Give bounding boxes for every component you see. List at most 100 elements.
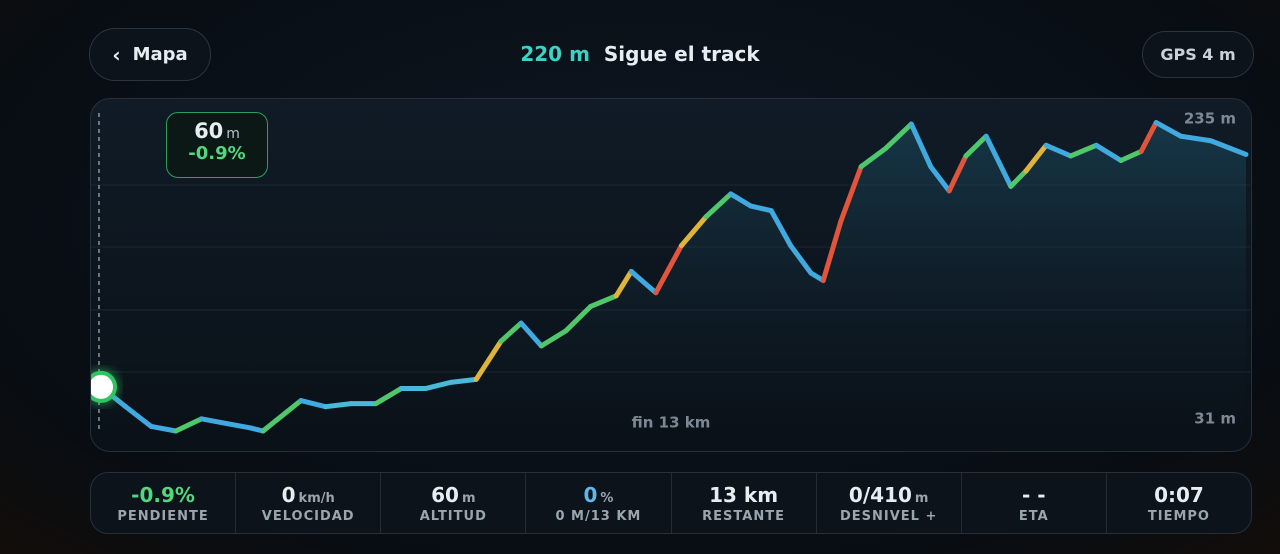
track-segment [373,385,404,407]
track-segment [1068,142,1099,159]
stat-value: -0.9% [131,482,195,507]
track-segment [323,401,354,410]
stat-unit: m [914,490,929,506]
stat: -0.9% PENDIENTE [91,473,235,533]
track-segment [728,191,754,209]
track-segment [148,423,179,434]
chevron: ‹ [112,42,121,67]
track-segment [123,404,154,429]
stat-value: 0 [583,482,598,507]
header: 220 m Sigue el track [0,42,1280,66]
track-segment [768,208,794,249]
track-segment [423,379,454,391]
stat-value: 13 km [709,482,779,507]
stat-value-row: 13 km [709,483,778,507]
track-segment [983,133,1014,189]
stat-label: ALTITUD [419,508,487,524]
stat: 0% 0 M/13 KM [525,473,670,533]
title: Sigue el track [603,42,760,66]
stats-bar: -0.9% PENDIENTE 0 km/h VELOCIDAD 60 m ALTITUD 0%… [90,472,1252,534]
track-segment [1093,142,1124,164]
stat-label: ETA [1018,508,1049,524]
track-segment [678,214,709,249]
cursor-dot [91,370,117,403]
track-segment [563,303,594,334]
cursor-altitude: 60 [194,119,224,143]
track-segment [223,420,254,431]
track-segment [788,243,814,276]
stat-value: - - [1022,482,1046,507]
track-segment [1043,142,1074,159]
track-segment [946,153,969,194]
track-segment [628,268,659,296]
distance: 220 [520,42,563,66]
track-segment [653,243,684,296]
stat: 60 m ALTITUD [380,473,525,533]
track-segment [1118,148,1144,164]
stat-label: VELOCIDAD [261,508,355,524]
stat-value: 0:07 [1154,482,1204,507]
stat: 13 km RESTANTE [670,473,816,533]
stat: 0/410 m DESNIVEL + [815,473,961,533]
track-segment [748,203,774,214]
y-tick-label: 31 m [1194,410,1236,428]
cursor-tooltip: 60 m -0.9% [166,112,268,178]
track-segment [473,338,504,382]
track-segment [1138,120,1159,154]
stat: - - ETA [960,473,1106,533]
track-segment [1208,138,1249,157]
back-button[interactable]: ‹ Mapa [89,28,211,81]
chart-panel: 31 m 235 m fin 13 km [90,98,1252,452]
back-label: Mapa [132,44,188,65]
track-segment [518,320,544,349]
stat-value-row: 0:07 [1154,483,1204,507]
stat-label: TIEMPO [1147,508,1210,524]
track-segment [498,320,524,344]
stat-value: 0 [281,482,296,507]
cursor-grade: -0.9% [188,143,246,164]
track-segment [613,268,634,299]
gps-button[interactable]: GPS 4 m [1142,31,1254,78]
stat-value-row: 0% [583,483,613,507]
track-segment [588,293,619,309]
end-label: fin 13 km [632,414,711,432]
stat-label: PENDIENTE [117,508,209,524]
track-segment [838,164,864,224]
cursor-unit: m [226,126,240,142]
track-segment [963,133,989,159]
track-segment [538,328,569,349]
distance-unit: m [569,42,590,66]
y-tick-label: 235 m [1184,110,1236,128]
track-segment [173,416,204,434]
track-segment [928,164,952,194]
track-segment [273,398,304,423]
chart: 31 m 235 m fin 13 km [91,110,1251,451]
stat-value-row: 60 m [431,483,475,507]
stat: 0 km/h VELOCIDAD [235,473,380,533]
stat-value-row: - - [1022,483,1046,507]
area [101,122,1246,451]
track-segment [1153,120,1184,139]
stat-value-row: 0 km/h [282,483,335,507]
stat-unit: m [461,490,476,506]
track-segment [298,398,329,410]
track-segment [883,121,914,151]
stat-unit: km/h [298,490,335,506]
stat-label: 0 M/13 KM [555,508,642,524]
track-segment [1008,168,1029,189]
stat: 0:07 TIEMPO [1105,473,1251,533]
track-segment [858,145,889,170]
stat-label: DESNIVEL + [839,508,938,524]
track-segment [908,121,934,170]
stat-value: 0/410 [848,482,912,507]
track-segment [820,218,844,284]
stat-unit: % [600,490,614,506]
track-segment [198,416,229,426]
stat-label: RESTANTE [702,508,785,524]
stat-value-row: 0/410 m [849,483,929,507]
stat-value-row: -0.9% [131,483,195,507]
track-segment [1023,142,1049,174]
track-segment [1178,133,1214,144]
track-segment [260,417,279,434]
